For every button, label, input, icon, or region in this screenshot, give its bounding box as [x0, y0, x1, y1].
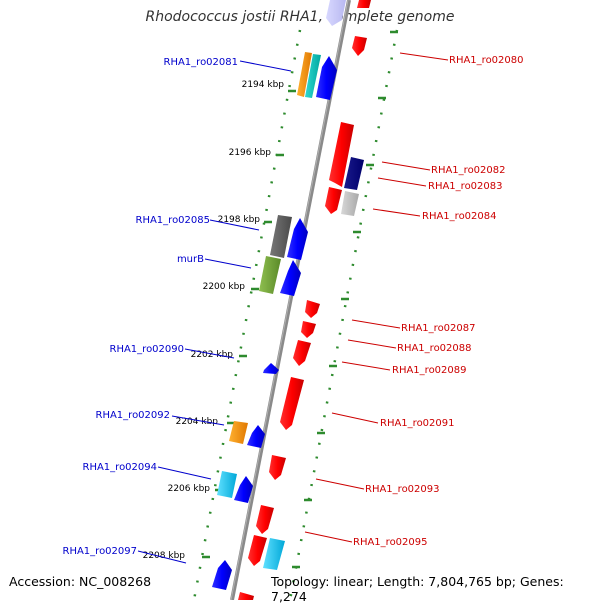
gene-label[interactable]: RHA1_ro02093 [365, 484, 440, 495]
gene-label[interactable]: RHA1_ro02087 [401, 323, 476, 334]
gene-arrow-ro02092[interactable] [247, 425, 265, 448]
leader-line [209, 219, 260, 231]
gene-label[interactable]: murB [177, 254, 204, 265]
gene-label[interactable]: RHA1_ro02085 [136, 215, 211, 226]
tick-label: 2198 kbp [218, 215, 261, 225]
gene-label[interactable]: RHA1_ro02095 [353, 537, 428, 548]
map-title: Rhodococcus jostii RHA1, complete genome [145, 9, 455, 25]
label-leader-lines [137, 52, 449, 564]
genome-backbone-highlight [230, 0, 349, 600]
gene-arrow-red-bottom[interactable] [238, 592, 254, 600]
gene-label[interactable]: RHA1_ro02092 [96, 410, 171, 421]
leader-line [331, 412, 379, 424]
gene-label[interactable]: RHA1_ro02094 [83, 462, 158, 473]
leader-line [184, 348, 235, 359]
tick-label: 2208 kbp [143, 551, 186, 561]
gene-arrow-cyan-lower[interactable] [263, 538, 285, 570]
gene-arrow-murB[interactable] [280, 260, 301, 296]
gene-arrow-top-faint[interactable] [326, 0, 346, 26]
gene-label[interactable]: RHA1_ro02089 [392, 365, 467, 376]
gene-arrow-ro02094[interactable] [234, 476, 253, 503]
gene-arrow-ro02085-gray[interactable] [270, 215, 292, 258]
gene-label[interactable]: RHA1_ro02091 [380, 418, 455, 429]
gene-arrow-ro02081[interactable] [316, 56, 337, 100]
tick-label: 2194 kbp [242, 80, 285, 90]
gene-arrow-ro02083[interactable] [344, 157, 364, 190]
reverse-strand-genes [238, 0, 371, 600]
ruler-track-right [288, 29, 399, 600]
gene-arrow-murB-green[interactable] [259, 256, 281, 294]
leader-line [372, 208, 421, 217]
gene-arrow-ro02088[interactable] [301, 321, 316, 338]
gene-arrow-ro02084[interactable] [341, 191, 359, 216]
gene-arrow-ro02080[interactable] [352, 36, 367, 56]
leader-line [137, 550, 187, 564]
gene-arrow-ro02081-orange[interactable] [297, 52, 312, 97]
gene-label[interactable]: RHA1_ro02097 [63, 546, 138, 557]
gene-arrow-ro02093[interactable] [269, 455, 286, 480]
leader-line [341, 361, 391, 371]
forward-strand-genes [212, 0, 346, 590]
gene-label[interactable]: RHA1_ro02084 [422, 211, 497, 222]
leader-line [157, 466, 212, 480]
leader-line [239, 60, 292, 72]
gene-label[interactable]: RHA1_ro02081 [164, 57, 239, 68]
gene-arrow-ro02091[interactable] [280, 377, 304, 430]
forward-gene-labels: RHA1_ro02081 RHA1_ro02085 murB RHA1_ro02… [63, 57, 239, 557]
gene-arrow-ro02095[interactable] [256, 505, 274, 534]
gene-arrow-ro02087[interactable] [305, 300, 320, 318]
gene-arrow-ro02085[interactable] [287, 218, 308, 260]
leader-line [377, 177, 427, 187]
gene-arrow-ro02081-teal[interactable] [305, 54, 321, 98]
gene-label[interactable]: RHA1_ro02083 [428, 181, 503, 192]
gene-arrow-ro02080-top[interactable] [357, 0, 371, 8]
gene-label[interactable]: RHA1_ro02080 [449, 55, 524, 66]
gene-label[interactable]: RHA1_ro02088 [397, 343, 472, 354]
genome-backbone [230, 0, 351, 600]
leader-line [381, 161, 431, 171]
gene-arrow-ro02084-red[interactable] [325, 187, 342, 214]
leader-line [171, 415, 225, 426]
gene-arrow-ro02090[interactable] [263, 363, 279, 374]
tick-label: 2204 kbp [176, 417, 219, 427]
tick-label: 2200 kbp [203, 282, 246, 292]
leader-line [204, 258, 252, 269]
leader-line [351, 319, 401, 329]
leader-line [399, 52, 449, 61]
tick-label: 2206 kbp [168, 484, 211, 494]
kbp-ticks: 2194 kbp 2196 kbp 2198 kbp 2200 kbp 2202… [143, 30, 398, 569]
gene-arrow-ro02082[interactable] [329, 122, 354, 187]
leader-line [315, 478, 365, 490]
gene-label[interactable]: RHA1_ro02090 [110, 344, 185, 355]
leader-line [347, 339, 397, 349]
accession-text: Accession: NC_008268 [9, 574, 152, 589]
tick-label: 2202 kbp [191, 350, 234, 360]
gene-arrow-ro02094-cyan[interactable] [217, 471, 237, 498]
gene-arrow-ro02089[interactable] [293, 340, 311, 366]
gene-label[interactable]: RHA1_ro02082 [431, 165, 506, 176]
gene-arrow-ro02092-orange[interactable] [229, 421, 248, 444]
tick-label: 2196 kbp [229, 148, 272, 158]
leader-line [304, 531, 353, 543]
reverse-gene-labels: RHA1_ro02080 RHA1_ro02082 RHA1_ro02083 R… [353, 55, 524, 548]
gene-arrow-red-lower[interactable] [248, 535, 267, 566]
gene-arrow-ro02097[interactable] [212, 560, 232, 590]
